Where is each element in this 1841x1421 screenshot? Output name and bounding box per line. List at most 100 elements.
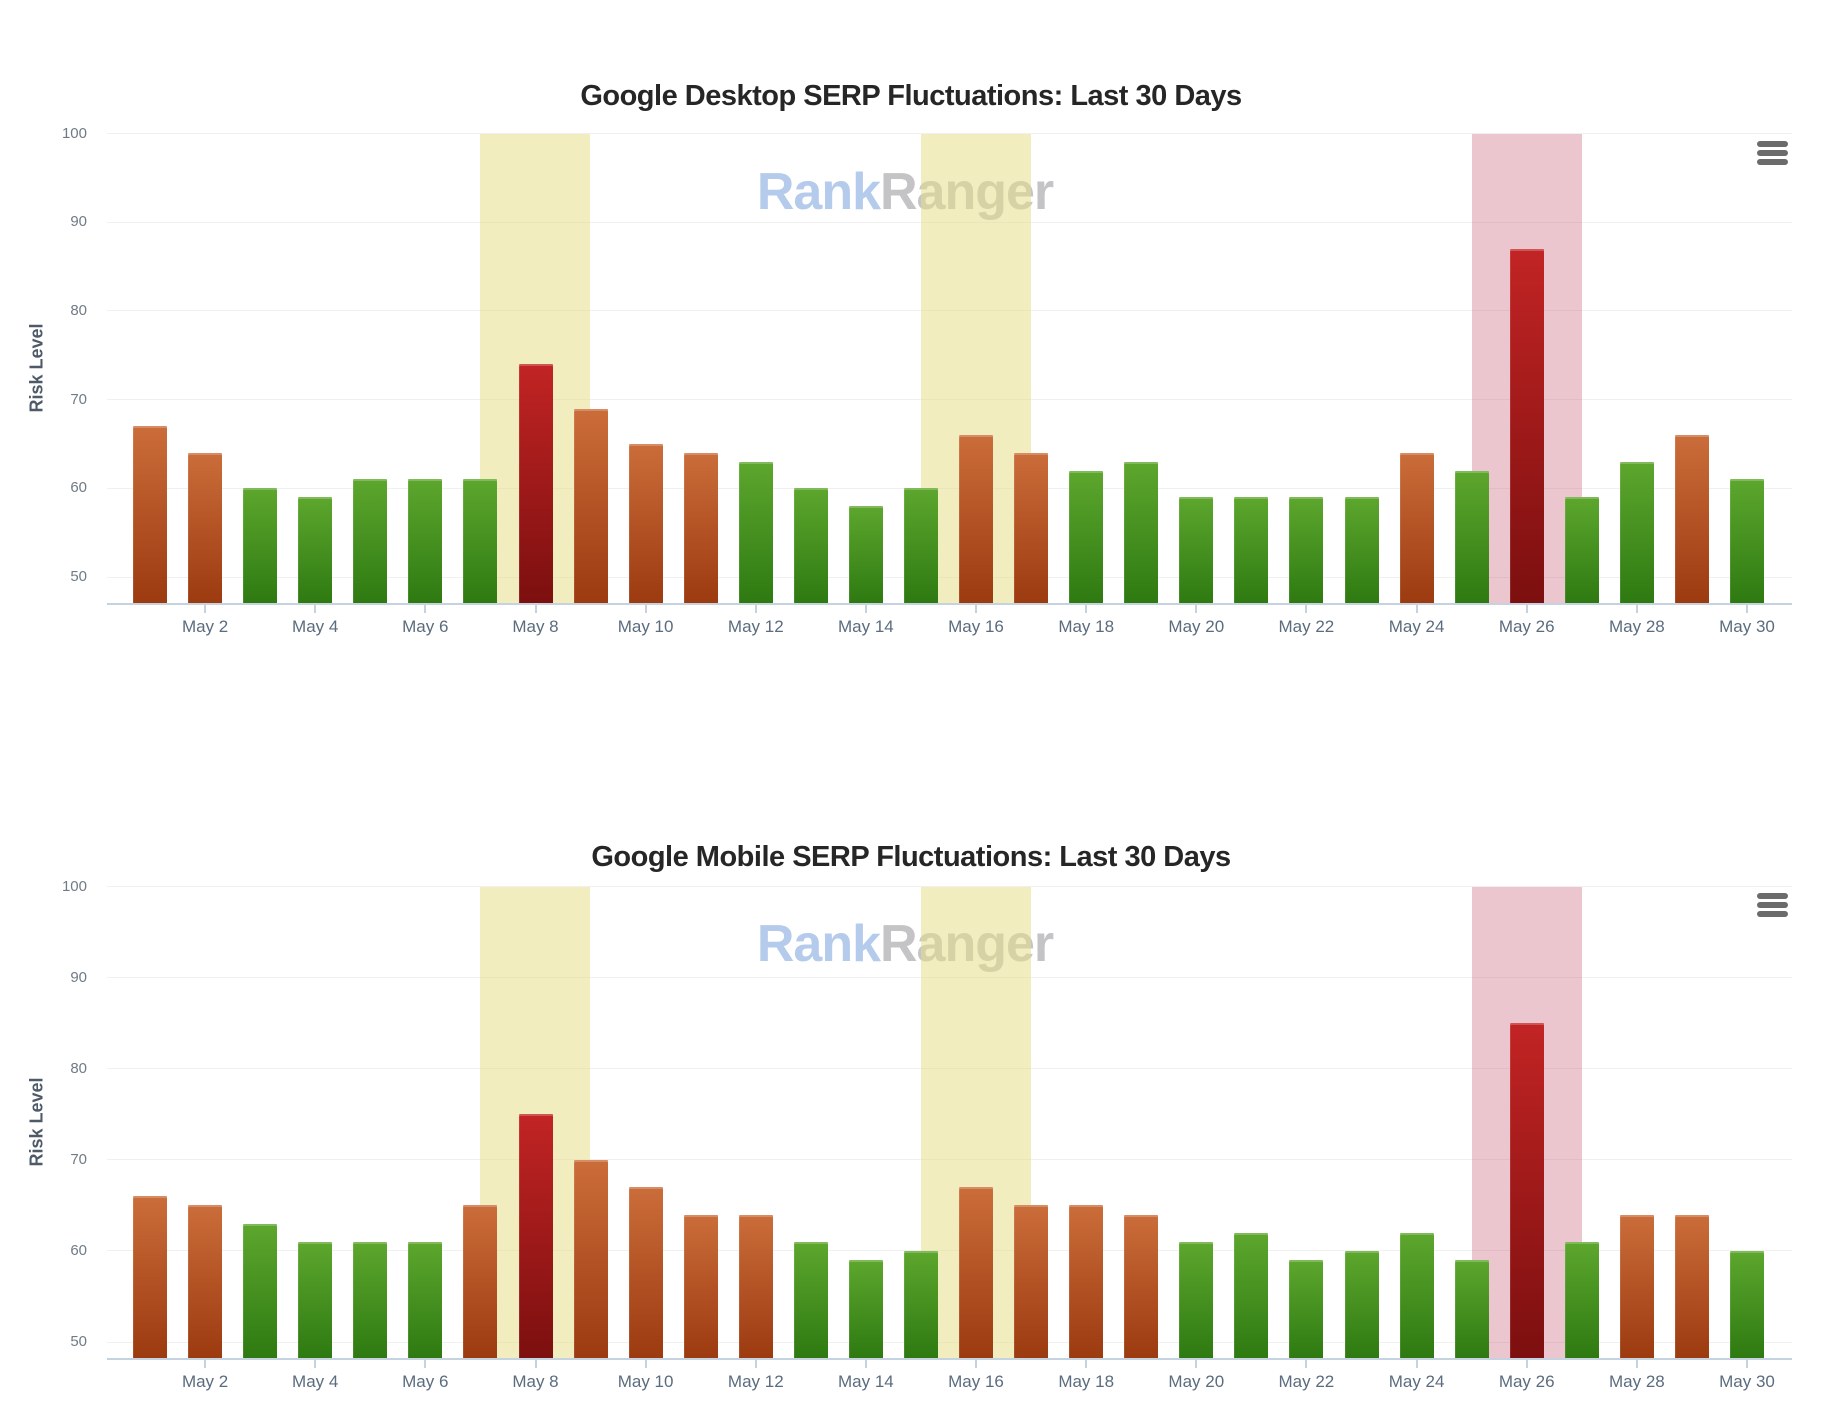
mobile-x-tick-label-may-22: May 22 (1278, 1372, 1335, 1391)
mobile-gridline-100 (107, 886, 1792, 887)
mobile-x-tick-label-may-2: May 2 (181, 1372, 229, 1391)
desktop-gridline-100 (107, 133, 1792, 134)
menu-line (1757, 902, 1788, 908)
desktop-x-tick-label-may-6: May 6 (402, 617, 449, 636)
mobile-bar-may-16[interactable] (959, 1187, 993, 1358)
desktop-bar-may-3[interactable] (243, 488, 278, 603)
desktop-x-tick-may-14 (864, 605, 867, 613)
menu-line (1757, 911, 1788, 917)
desktop-x-tick-may-6 (424, 605, 427, 613)
desktop-x-tick-label-may-4: May 4 (292, 617, 339, 636)
desktop-bar-may-10[interactable] (628, 444, 663, 603)
desktop-bar-may-23[interactable] (1344, 497, 1379, 603)
mobile-bar-may-21[interactable] (1234, 1232, 1269, 1358)
desktop-bar-may-21[interactable] (1234, 497, 1269, 603)
desktop-bar-may-7[interactable] (463, 479, 498, 603)
desktop-bar-may-13[interactable] (793, 488, 828, 603)
desktop-bar-may-16[interactable] (959, 435, 993, 603)
mobile-bar-may-1[interactable] (133, 1196, 167, 1358)
mobile-bar-may-6[interactable] (408, 1241, 443, 1358)
mobile-bar-may-10[interactable] (628, 1187, 663, 1358)
desktop-bar-may-25[interactable] (1454, 470, 1489, 603)
desktop-y-tick-label-100: 100 (61, 125, 87, 142)
desktop-bar-may-12[interactable] (738, 461, 773, 603)
desktop-bar-may-30[interactable] (1730, 479, 1764, 603)
desktop-bar-may-15[interactable] (904, 488, 938, 603)
mobile-x-tick-may-24 (1415, 1360, 1418, 1368)
desktop-y-tick-label-80: 80 (70, 302, 87, 319)
hamburger-menu-icon[interactable] (1757, 141, 1788, 165)
desktop-x-tick-may-12 (754, 605, 757, 613)
mobile-bar-may-12[interactable] (738, 1214, 773, 1358)
desktop-bar-may-19[interactable] (1124, 461, 1159, 603)
desktop-bar-may-22[interactable] (1289, 497, 1324, 603)
mobile-bar-may-2[interactable] (188, 1205, 223, 1358)
desktop-y-tick-label-50: 50 (70, 568, 87, 585)
desktop-x-tick-may-20 (1195, 605, 1198, 613)
mobile-bar-may-22[interactable] (1289, 1260, 1324, 1358)
desktop-x-tick-may-2 (204, 605, 207, 613)
mobile-bar-may-17[interactable] (1014, 1205, 1049, 1358)
desktop-x-tick-may-24 (1415, 605, 1418, 613)
desktop-chart-title: Google Desktop SERP Fluctuations: Last 3… (580, 80, 1242, 112)
desktop-x-tick-label-may-20: May 20 (1168, 617, 1225, 636)
desktop-bar-may-24[interactable] (1399, 452, 1434, 603)
desktop-bar-may-6[interactable] (408, 479, 443, 603)
desktop-bar-may-26[interactable] (1509, 248, 1544, 603)
mobile-x-tick-label-may-8: May 8 (512, 1372, 559, 1391)
mobile-bar-may-25[interactable] (1454, 1260, 1489, 1358)
mobile-x-tick-label-may-24: May 24 (1388, 1372, 1445, 1391)
desktop-bar-may-27[interactable] (1564, 497, 1599, 603)
desktop-bar-may-14[interactable] (848, 506, 883, 603)
desktop-y-tick-label-60: 60 (70, 479, 87, 496)
hamburger-menu-icon[interactable] (1757, 893, 1788, 917)
menu-line (1757, 893, 1788, 899)
mobile-bar-may-7[interactable] (463, 1205, 498, 1358)
desktop-bar-may-28[interactable] (1619, 461, 1654, 603)
desktop-bar-may-20[interactable] (1179, 497, 1214, 603)
mobile-bar-may-14[interactable] (848, 1260, 883, 1358)
desktop-bar-may-18[interactable] (1069, 470, 1104, 603)
desktop-bar-may-11[interactable] (683, 452, 718, 603)
mobile-bar-may-13[interactable] (793, 1241, 828, 1358)
mobile-x-tick-label-may-30: May 30 (1719, 1372, 1775, 1391)
mobile-bar-may-5[interactable] (353, 1241, 388, 1358)
desktop-x-tick-may-28 (1635, 605, 1638, 613)
mobile-bar-may-26[interactable] (1509, 1023, 1544, 1358)
desktop-bar-may-17[interactable] (1014, 452, 1049, 603)
mobile-bar-may-20[interactable] (1179, 1241, 1214, 1358)
mobile-bar-may-8[interactable] (518, 1114, 553, 1359)
menu-line (1757, 150, 1788, 156)
mobile-bar-may-28[interactable] (1619, 1214, 1654, 1358)
mobile-x-tick-may-22 (1305, 1360, 1308, 1368)
desktop-bar-may-5[interactable] (353, 479, 388, 603)
desktop-bar-may-4[interactable] (298, 497, 333, 603)
desktop-y-tick-label-90: 90 (70, 213, 87, 230)
desktop-x-tick-label-may-22: May 22 (1278, 617, 1335, 636)
mobile-bar-may-19[interactable] (1124, 1214, 1159, 1358)
mobile-x-tick-may-30 (1746, 1360, 1748, 1368)
mobile-bar-may-18[interactable] (1069, 1205, 1104, 1358)
mobile-bar-may-3[interactable] (243, 1223, 278, 1358)
mobile-y-tick-label-100: 100 (61, 878, 87, 895)
desktop-bar-may-9[interactable] (573, 408, 608, 603)
mobile-x-tick-may-10 (644, 1360, 647, 1368)
mobile-bar-may-27[interactable] (1564, 1241, 1599, 1358)
mobile-bar-may-30[interactable] (1730, 1250, 1764, 1358)
mobile-bar-may-4[interactable] (298, 1241, 333, 1358)
mobile-bar-may-23[interactable] (1344, 1250, 1379, 1358)
mobile-bar-may-15[interactable] (904, 1250, 938, 1358)
desktop-x-tick-label-may-8: May 8 (512, 617, 559, 636)
mobile-x-tick-may-16 (975, 1360, 977, 1368)
mobile-bar-may-9[interactable] (573, 1159, 608, 1358)
desktop-x-axis-line (107, 603, 1792, 605)
mobile-bar-may-11[interactable] (683, 1214, 718, 1358)
mobile-x-tick-label-may-12: May 12 (727, 1372, 784, 1391)
desktop-bar-may-29[interactable] (1674, 435, 1709, 603)
desktop-bar-may-2[interactable] (188, 452, 223, 603)
mobile-bar-may-29[interactable] (1674, 1214, 1709, 1358)
desktop-bar-may-1[interactable] (133, 426, 167, 603)
desktop-bar-may-8[interactable] (518, 364, 553, 603)
mobile-bar-may-24[interactable] (1399, 1232, 1434, 1358)
